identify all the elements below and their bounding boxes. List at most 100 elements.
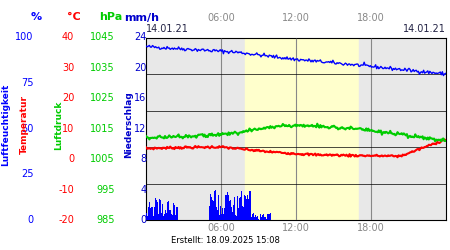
Bar — [164, 214, 165, 220]
Bar — [155, 198, 156, 220]
Bar — [156, 200, 157, 220]
Bar — [231, 206, 232, 220]
Text: 985: 985 — [96, 215, 115, 225]
Bar — [230, 200, 231, 220]
Bar — [242, 206, 243, 220]
Bar — [240, 197, 241, 220]
Bar — [235, 214, 236, 220]
Bar — [210, 194, 211, 220]
Bar — [262, 215, 263, 220]
Bar — [150, 208, 152, 220]
Text: 1015: 1015 — [90, 124, 115, 134]
Bar — [237, 196, 238, 220]
Bar — [175, 205, 176, 220]
Bar — [146, 38, 245, 220]
Text: 0: 0 — [140, 215, 146, 225]
Bar — [171, 214, 172, 220]
Text: 25: 25 — [21, 170, 34, 179]
Bar — [160, 200, 161, 220]
Bar — [168, 201, 169, 220]
Bar — [236, 216, 237, 220]
Bar — [213, 202, 214, 220]
Text: 40: 40 — [62, 32, 74, 42]
Bar — [254, 218, 255, 220]
Bar — [158, 214, 159, 220]
Bar — [209, 206, 210, 220]
Bar — [165, 210, 166, 220]
Bar — [212, 200, 213, 220]
Text: %: % — [31, 12, 41, 22]
Bar — [359, 38, 446, 220]
Bar — [245, 38, 359, 220]
Text: -10: -10 — [58, 184, 74, 194]
Text: °C: °C — [68, 12, 81, 22]
Text: 4: 4 — [140, 184, 146, 194]
Bar — [243, 207, 244, 220]
Bar — [169, 210, 170, 220]
Bar — [252, 213, 254, 220]
Text: Niederschlag: Niederschlag — [124, 92, 133, 158]
Bar — [146, 213, 147, 220]
Bar — [170, 210, 171, 220]
Bar — [239, 198, 240, 220]
Bar — [162, 204, 163, 220]
Bar — [223, 214, 225, 220]
Text: 30: 30 — [62, 63, 74, 73]
Text: 14.01.21: 14.01.21 — [146, 24, 189, 34]
Text: 0: 0 — [27, 215, 34, 225]
Text: 20: 20 — [134, 63, 146, 73]
Text: 50: 50 — [22, 124, 34, 134]
Bar — [167, 202, 168, 220]
Text: 995: 995 — [96, 184, 115, 194]
Bar — [241, 191, 242, 220]
Text: -20: -20 — [58, 215, 74, 225]
Text: 18:00: 18:00 — [357, 13, 385, 23]
Text: 1025: 1025 — [90, 93, 115, 103]
Text: 1035: 1035 — [90, 63, 115, 73]
Text: 1005: 1005 — [90, 154, 115, 164]
Bar — [216, 207, 217, 220]
Bar — [232, 212, 233, 220]
Bar — [218, 195, 219, 220]
Bar — [265, 217, 266, 220]
Bar — [266, 219, 267, 220]
Bar — [226, 192, 228, 220]
Text: 20: 20 — [62, 93, 74, 103]
Bar — [251, 218, 252, 220]
Bar — [270, 213, 271, 220]
Bar — [159, 199, 160, 220]
Text: 06:00: 06:00 — [207, 13, 235, 23]
Bar — [161, 213, 162, 220]
Text: 10: 10 — [62, 124, 74, 134]
Text: 0: 0 — [68, 154, 74, 164]
Text: 100: 100 — [15, 32, 34, 42]
Bar — [148, 208, 149, 220]
Text: 12:00: 12:00 — [282, 13, 310, 23]
Bar — [249, 191, 251, 220]
Bar — [245, 196, 246, 220]
Bar — [149, 202, 150, 220]
Text: 1045: 1045 — [90, 32, 115, 42]
Bar — [215, 190, 216, 220]
Text: 8: 8 — [140, 154, 146, 164]
Bar — [244, 195, 245, 220]
Bar — [172, 214, 173, 220]
Bar — [211, 197, 212, 220]
Text: 12: 12 — [134, 124, 146, 134]
Bar — [263, 214, 264, 220]
Bar — [269, 214, 270, 220]
Bar — [264, 217, 265, 220]
Bar — [228, 195, 229, 220]
Bar — [153, 207, 155, 220]
Bar — [234, 197, 235, 220]
Text: 75: 75 — [21, 78, 34, 88]
Bar — [246, 199, 248, 220]
Text: hPa: hPa — [99, 12, 122, 22]
Text: Temperatur: Temperatur — [20, 96, 29, 154]
Bar — [173, 203, 175, 220]
Bar — [163, 216, 164, 220]
Bar — [222, 208, 223, 220]
Bar — [267, 214, 268, 220]
Text: 24: 24 — [134, 32, 146, 42]
Bar — [152, 207, 153, 220]
